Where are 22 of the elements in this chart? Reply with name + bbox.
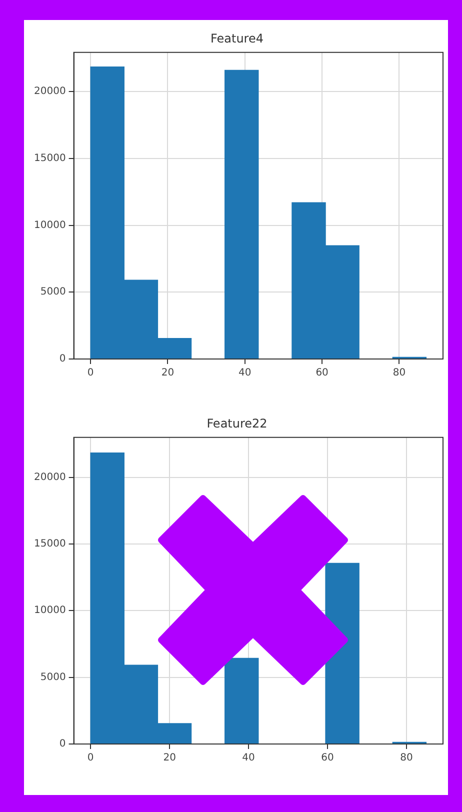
- x-tick-label: 40: [242, 752, 255, 764]
- x-tick-label: 60: [321, 752, 334, 764]
- x-tick-label: 60: [316, 368, 328, 379]
- x-tick-label: 40: [238, 368, 252, 379]
- x-tick-label: 20: [163, 752, 176, 764]
- y-tick-label: 10000: [34, 605, 66, 616]
- y-tick-label: 5000: [40, 672, 66, 683]
- chart-title: Feature22: [206, 416, 268, 430]
- y-tick-label: 20000: [34, 86, 66, 98]
- y-tick-label: 0: [59, 354, 66, 365]
- x-tick-label: 80: [400, 752, 413, 764]
- y-tick-label: 5000: [40, 286, 66, 298]
- y-tick-label: 15000: [34, 153, 66, 164]
- chart-title: Feature4: [210, 31, 264, 46]
- y-tick-label: 20000: [34, 472, 66, 483]
- y-tick-label: 10000: [34, 220, 66, 231]
- y-tick-label: 15000: [34, 538, 66, 550]
- x-tick-label: 80: [392, 368, 406, 379]
- x-tick-label: 0: [87, 368, 94, 379]
- y-tick-label: 0: [59, 738, 66, 750]
- x-tick-label: 20: [161, 368, 174, 379]
- x-tick-label: 0: [87, 752, 94, 764]
